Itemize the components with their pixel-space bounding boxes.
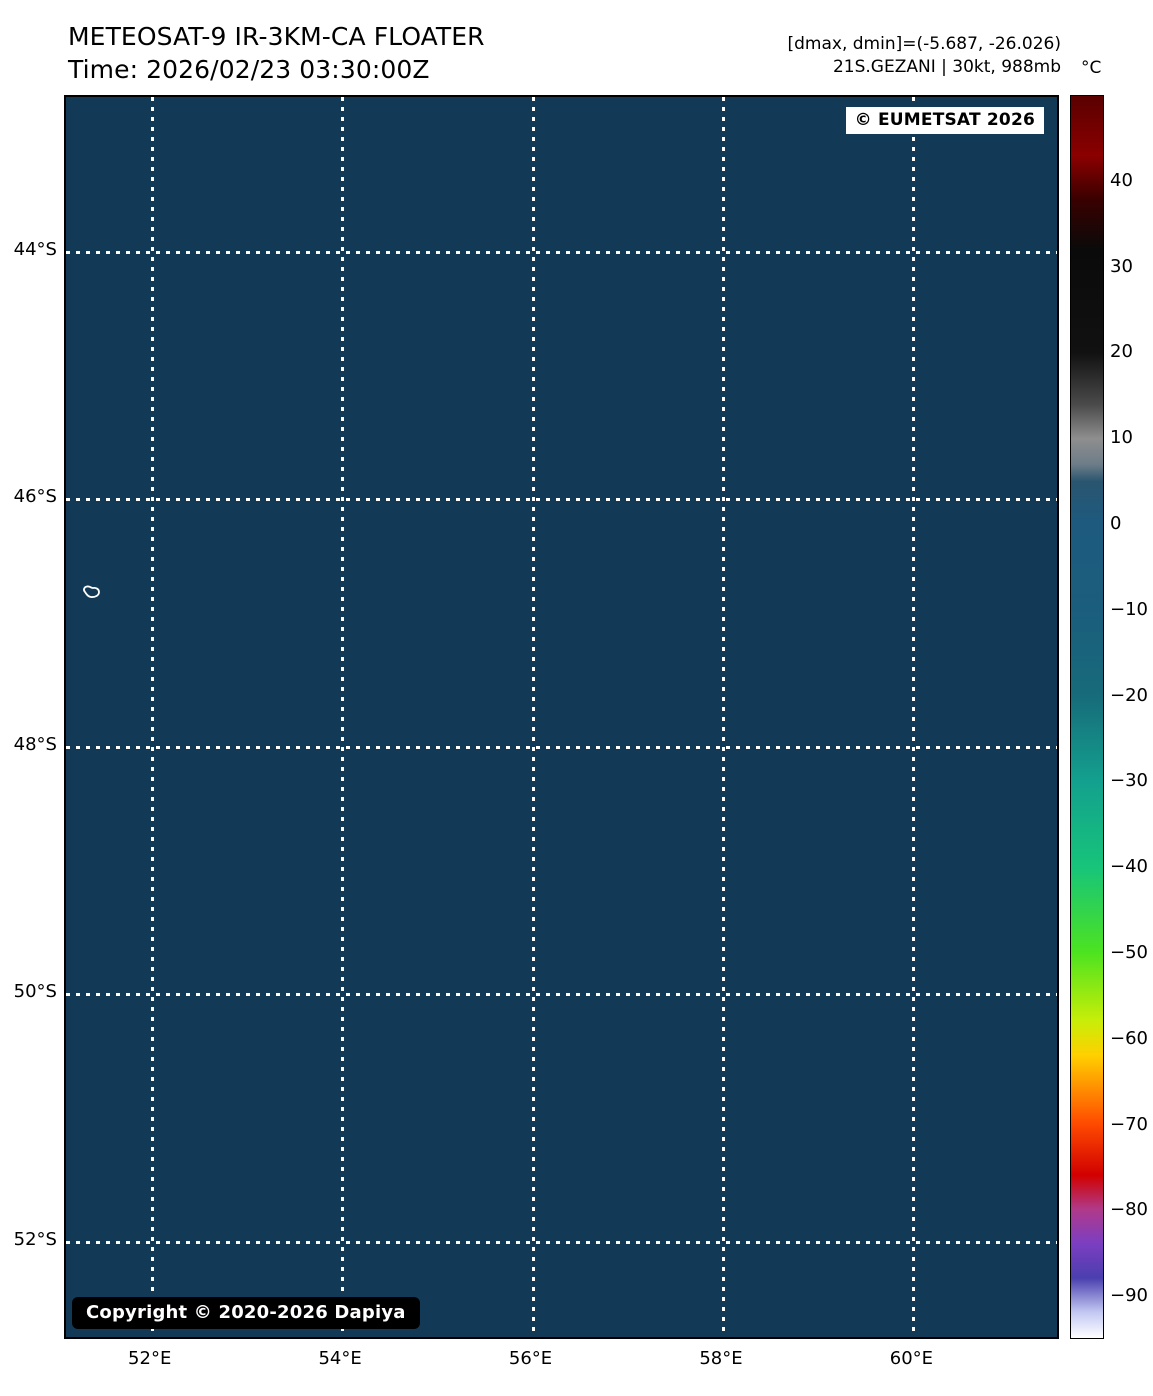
longitude-tick-label: 60°E bbox=[889, 1348, 934, 1369]
colorbar-tick-label: 10 bbox=[1110, 427, 1133, 449]
copyright-banner: Copyright © 2020-2026 Dapiya bbox=[72, 1297, 420, 1329]
colorbar-tick-label: 20 bbox=[1110, 341, 1133, 363]
colorbar-tick-label: −70 bbox=[1110, 1113, 1148, 1135]
latitude-tick-label: 52°S bbox=[13, 1228, 57, 1250]
longitude-tick-label: 54°E bbox=[318, 1348, 362, 1369]
colorbar-tick-label: −90 bbox=[1110, 1285, 1148, 1307]
latitude-tick-label: 48°S bbox=[13, 733, 57, 755]
colorbar-tick-label: −50 bbox=[1110, 941, 1148, 963]
storm-info-label: 21S.GEZANI | 30kt, 988mb bbox=[832, 57, 1061, 77]
colorbar-unit-label: °C bbox=[1081, 58, 1102, 78]
header-right-block: [dmax, dmin]=(-5.687, -26.026) 21S.GEZAN… bbox=[788, 33, 1062, 79]
colorbar-tick-label: −30 bbox=[1110, 770, 1148, 792]
latitude-tick-label: 50°S bbox=[13, 981, 57, 1003]
colorbar-tick-label: −40 bbox=[1110, 856, 1148, 878]
dmax-dmin-label: [dmax, dmin]=(-5.687, -26.026) bbox=[787, 34, 1062, 54]
colorbar-tick-label: −80 bbox=[1110, 1199, 1148, 1221]
colorbar-gradient bbox=[1071, 96, 1103, 1338]
ir-satellite-heatmap bbox=[66, 97, 1057, 1337]
island-coastline-icon bbox=[83, 585, 100, 598]
longitude-tick-label: 56°E bbox=[508, 1348, 553, 1369]
header-left-block: METEOSAT-9 IR-3KM-CA FLOATER Time: 2026/… bbox=[68, 20, 485, 86]
page-title: METEOSAT-9 IR-3KM-CA FLOATER bbox=[68, 22, 485, 51]
colorbar-tick-label: 30 bbox=[1110, 255, 1133, 277]
longitude-tick-label: 52°E bbox=[128, 1348, 172, 1369]
colorbar-tick-label: 40 bbox=[1110, 169, 1133, 191]
eumetsat-attribution-banner: © EUMETSAT 2026 bbox=[845, 107, 1044, 134]
satellite-image-plot[interactable]: © EUMETSAT 2026 Copyright © 2020-2026 Da… bbox=[64, 95, 1059, 1339]
colorbar-tick-label: 0 bbox=[1110, 512, 1122, 534]
colorbar-tick-label: −20 bbox=[1110, 684, 1148, 706]
latitude-tick-label: 46°S bbox=[13, 486, 57, 508]
latitude-tick-label: 44°S bbox=[13, 238, 57, 260]
longitude-tick-label: 58°E bbox=[699, 1348, 743, 1369]
colorbar-tick-label: −10 bbox=[1110, 598, 1148, 620]
timestamp-label: Time: 2026/02/23 03:30:00Z bbox=[68, 55, 430, 84]
temperature-colorbar[interactable] bbox=[1070, 95, 1104, 1339]
colorbar-tick-label: −60 bbox=[1110, 1027, 1148, 1049]
